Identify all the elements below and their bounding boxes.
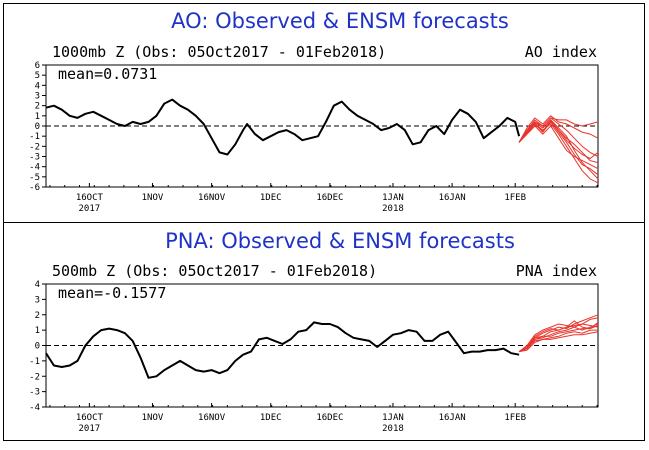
ao-ensemble-member-3: [518, 117, 599, 157]
ao-title: AO: Observed & ENSM forecasts: [171, 9, 509, 33]
ao-ytick-label: 4: [35, 81, 40, 91]
ao-ytick-label: 3: [35, 92, 40, 102]
ao-xtick-label: 1NOV: [142, 193, 164, 203]
pna-subtitle: 500mb Z (Obs: 05Oct2017 - 01Feb2018): [52, 262, 377, 280]
pna-xtick-label: 1DEC: [260, 413, 282, 423]
ao-mean-label: mean=0.0731: [58, 65, 157, 83]
pna-xtick-label: 16JAN: [439, 413, 466, 423]
pna-mean-label: mean=-0.1577: [58, 284, 166, 302]
ao-xtick-label: 1DEC: [260, 193, 282, 203]
ao-xtick-year: 2018: [382, 204, 404, 214]
pna-ytick-label: -1: [29, 357, 40, 367]
ao-xtick-year: 2017: [79, 204, 101, 214]
pna-ytick-label: 0: [35, 342, 40, 352]
ao-ytick-label: 6: [35, 61, 40, 71]
pna-ytick-label: -4: [29, 403, 40, 413]
ao-ensemble-member-6: [518, 125, 599, 170]
ao-ensemble-member-9: [518, 120, 599, 160]
ao-xtick-label: 1FEB: [504, 193, 526, 203]
pna-ensemble-member-7: [518, 325, 599, 353]
pna-ytick-label: -2: [29, 372, 40, 382]
pna-observed-line: [45, 321, 520, 379]
ao-xtick-label: 1JAN: [382, 193, 404, 203]
ao-ytick-label: 5: [35, 71, 40, 81]
pna-xtick-label: 1FEB: [504, 413, 526, 423]
ao-xtick-label: 16NOV: [198, 193, 226, 203]
ao-xtick-label: 16DEC: [316, 193, 343, 203]
pna-xtick-label: 1NOV: [142, 413, 164, 423]
ao-ytick-label: -6: [29, 183, 40, 193]
pna-ytick-label: -3: [29, 388, 40, 398]
ao-ytick-label: 2: [35, 102, 40, 112]
ao-xtick-label: 16JAN: [439, 193, 466, 203]
ao-subtitle: 1000mb Z (Obs: 05Oct2017 - 01Feb2018): [52, 43, 386, 61]
pna-ensemble-member-4: [518, 317, 599, 352]
pna-ytick-label: 1: [35, 326, 40, 336]
ao-ytick-label: -2: [29, 142, 40, 152]
pna-ensemble-member-8: [518, 320, 599, 353]
pna-xtick-label: 16DEC: [316, 413, 343, 423]
pna-index-label: PNA index: [516, 262, 597, 280]
ao-ytick-label: -1: [29, 132, 40, 142]
pna-ytick-label: 2: [35, 311, 40, 321]
pna-xtick-label: 16NOV: [198, 413, 226, 423]
ao-observed-line: [45, 98, 521, 156]
ao-ytick-label: 0: [35, 122, 40, 132]
ao-ytick-label: -4: [29, 163, 40, 173]
pna-title: PNA: Observed & ENSM forecasts: [165, 229, 515, 253]
pna-ensemble-member-3: [518, 329, 598, 353]
pna-ensemble-member-5: [519, 331, 599, 353]
ao-xtick-label: 16OCT: [76, 193, 104, 203]
ao-ytick-label: 1: [35, 112, 40, 122]
ao-ensemble-member-8: [518, 117, 599, 143]
pna-xtick-label: 1JAN: [382, 413, 404, 423]
pna-xtick-year: 2018: [382, 424, 404, 434]
ao-ytick-label: -3: [29, 153, 40, 163]
pna-xtick-year: 2017: [79, 424, 101, 434]
ao-index-label: AO index: [525, 43, 597, 61]
pna-ytick-label: 3: [35, 295, 40, 305]
ao-ensemble-member-5: [518, 115, 599, 143]
pna-xtick-label: 16OCT: [76, 413, 104, 423]
pna-ytick-label: 4: [35, 280, 40, 290]
ao-ytick-label: -5: [29, 173, 40, 183]
